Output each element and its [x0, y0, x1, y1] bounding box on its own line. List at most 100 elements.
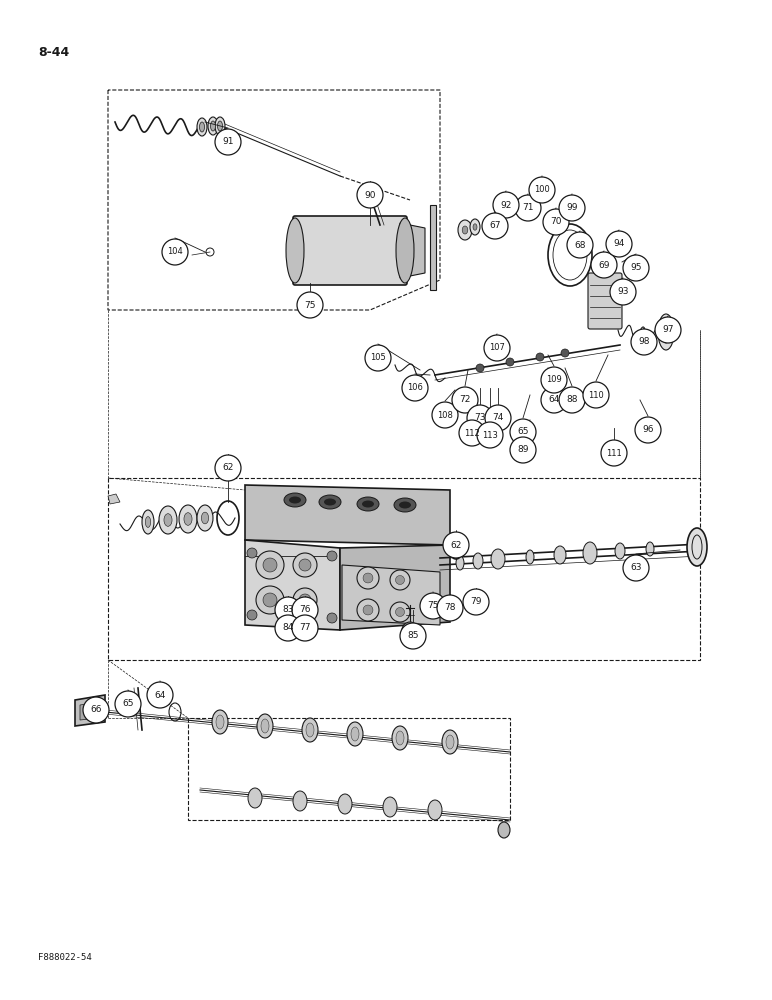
- Circle shape: [567, 232, 593, 258]
- Text: 88: 88: [566, 395, 577, 404]
- Ellipse shape: [396, 218, 414, 283]
- Circle shape: [631, 329, 657, 355]
- Circle shape: [390, 570, 410, 590]
- Ellipse shape: [491, 549, 505, 569]
- Polygon shape: [430, 205, 436, 290]
- Text: 84: 84: [283, 624, 293, 633]
- Ellipse shape: [211, 121, 215, 131]
- Text: 112: 112: [464, 428, 480, 438]
- Ellipse shape: [399, 502, 411, 508]
- Circle shape: [485, 405, 511, 431]
- Circle shape: [506, 358, 514, 366]
- Ellipse shape: [145, 517, 151, 527]
- Text: 69: 69: [598, 260, 610, 269]
- Ellipse shape: [197, 505, 213, 531]
- Ellipse shape: [208, 117, 218, 135]
- Circle shape: [443, 532, 469, 558]
- Circle shape: [536, 353, 544, 361]
- Text: 106: 106: [407, 383, 423, 392]
- Text: 96: 96: [642, 426, 654, 434]
- Circle shape: [293, 553, 317, 577]
- Ellipse shape: [159, 506, 177, 534]
- Ellipse shape: [392, 726, 408, 750]
- Circle shape: [263, 593, 277, 607]
- Circle shape: [215, 455, 241, 481]
- Ellipse shape: [498, 822, 510, 838]
- Text: 107: 107: [489, 344, 505, 353]
- Circle shape: [484, 335, 510, 361]
- Ellipse shape: [201, 512, 208, 524]
- Circle shape: [115, 691, 141, 717]
- Text: 77: 77: [300, 624, 311, 633]
- Circle shape: [292, 597, 318, 623]
- Text: 90: 90: [364, 190, 376, 200]
- Text: 89: 89: [517, 446, 529, 454]
- Text: 94: 94: [613, 239, 625, 248]
- Text: 108: 108: [437, 410, 453, 420]
- Ellipse shape: [394, 498, 416, 512]
- Circle shape: [635, 417, 661, 443]
- Polygon shape: [108, 494, 120, 504]
- Text: 65: 65: [517, 428, 529, 436]
- Text: 76: 76: [300, 605, 311, 614]
- Polygon shape: [340, 545, 450, 630]
- Circle shape: [256, 551, 284, 579]
- Circle shape: [299, 559, 311, 571]
- Text: 97: 97: [662, 326, 674, 334]
- Circle shape: [529, 177, 555, 203]
- Text: 70: 70: [550, 218, 562, 227]
- Circle shape: [297, 292, 323, 318]
- Circle shape: [493, 192, 519, 218]
- Circle shape: [357, 599, 379, 621]
- Polygon shape: [245, 485, 450, 545]
- Ellipse shape: [442, 730, 458, 754]
- Ellipse shape: [338, 794, 352, 814]
- Ellipse shape: [164, 514, 172, 526]
- Ellipse shape: [470, 219, 480, 235]
- Ellipse shape: [347, 722, 363, 746]
- Text: 72: 72: [459, 395, 471, 404]
- Text: 113: 113: [482, 430, 498, 440]
- Ellipse shape: [687, 528, 707, 566]
- Ellipse shape: [184, 513, 192, 525]
- Ellipse shape: [462, 226, 468, 234]
- Ellipse shape: [446, 735, 454, 749]
- Circle shape: [327, 613, 337, 623]
- Text: 95: 95: [630, 263, 642, 272]
- Circle shape: [510, 419, 536, 445]
- Circle shape: [463, 589, 489, 615]
- Ellipse shape: [456, 556, 464, 570]
- Ellipse shape: [212, 710, 228, 734]
- Circle shape: [452, 387, 478, 413]
- Circle shape: [477, 422, 503, 448]
- Ellipse shape: [526, 550, 534, 564]
- Text: 99: 99: [566, 204, 577, 213]
- Circle shape: [515, 195, 541, 221]
- Ellipse shape: [257, 714, 273, 738]
- Ellipse shape: [248, 788, 262, 808]
- Text: 73: 73: [474, 414, 486, 422]
- Circle shape: [467, 405, 493, 431]
- Circle shape: [591, 252, 617, 278]
- Circle shape: [162, 239, 188, 265]
- Ellipse shape: [362, 500, 374, 508]
- Circle shape: [275, 615, 301, 641]
- Circle shape: [299, 594, 311, 606]
- Text: 79: 79: [470, 597, 482, 606]
- Ellipse shape: [324, 498, 336, 506]
- Ellipse shape: [351, 727, 359, 741]
- FancyBboxPatch shape: [588, 273, 622, 329]
- Ellipse shape: [199, 122, 205, 132]
- Ellipse shape: [615, 543, 625, 559]
- Text: F888022-54: F888022-54: [38, 954, 92, 962]
- Circle shape: [275, 597, 301, 623]
- Circle shape: [420, 593, 446, 619]
- Ellipse shape: [554, 546, 566, 564]
- Circle shape: [601, 440, 627, 466]
- Circle shape: [363, 605, 373, 615]
- Ellipse shape: [289, 496, 301, 504]
- Circle shape: [561, 349, 569, 357]
- Circle shape: [327, 551, 337, 561]
- Circle shape: [400, 623, 426, 649]
- Ellipse shape: [215, 117, 225, 135]
